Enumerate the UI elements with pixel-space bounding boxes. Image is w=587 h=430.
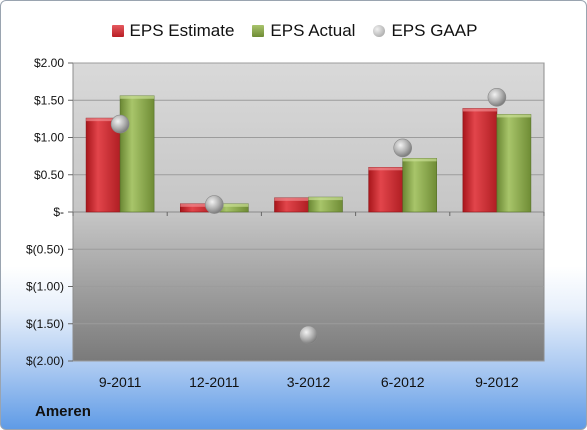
point-eps-gaap — [205, 195, 224, 214]
x-category-label: 9-2011 — [99, 374, 142, 390]
y-tick-label: $(2.00) — [26, 354, 64, 368]
y-tick-label: $1.50 — [34, 93, 64, 107]
bar-actual-top — [214, 203, 249, 207]
y-tick-label: $1.00 — [34, 131, 64, 145]
legend-item-actual: EPS Actual — [252, 21, 355, 41]
bar-actual-top — [308, 197, 343, 201]
bar-eps-actual — [402, 158, 438, 213]
bar-actual-top — [496, 114, 531, 118]
bar-estimate-top — [180, 203, 215, 207]
bar-actual-top — [402, 158, 437, 162]
legend-item-gaap: EPS GAAP — [373, 21, 477, 41]
x-category-label: 6-2012 — [381, 374, 425, 390]
y-tick-label: $(0.50) — [26, 242, 64, 256]
bar-eps-estimate — [368, 167, 404, 213]
legend-swatch-actual — [252, 25, 265, 37]
legend-item-estimate: EPS Estimate — [111, 21, 235, 41]
y-tick-label: $0.50 — [34, 168, 64, 182]
y-tick-label: $2.00 — [34, 56, 64, 70]
bar-actual-top — [120, 95, 155, 99]
x-category-label: 9-2012 — [475, 374, 519, 390]
point-eps-gaap — [110, 114, 130, 134]
bar-eps-actual — [119, 95, 155, 213]
x-category-label: 12-2011 — [189, 374, 240, 390]
y-tick-label: $(1.00) — [26, 280, 64, 294]
point-eps-gaap — [487, 87, 507, 107]
bar-eps-estimate — [462, 108, 498, 213]
legend-label-estimate: EPS Estimate — [129, 21, 235, 40]
bar-eps-actual — [496, 114, 532, 213]
company-name: Ameren — [35, 403, 91, 420]
y-tick-label: $- — [53, 205, 64, 219]
bar-estimate-top — [368, 167, 403, 171]
legend-swatch-estimate — [111, 25, 124, 37]
point-eps-gaap — [393, 138, 413, 158]
legend: EPS Estimate EPS Actual EPS GAAP — [1, 19, 586, 43]
legend-label-gaap: EPS GAAP — [391, 21, 478, 40]
point-eps-gaap — [299, 325, 318, 345]
legend-label-actual: EPS Actual — [270, 21, 356, 40]
bar-eps-estimate — [85, 117, 121, 213]
legend-swatch-gaap — [373, 25, 386, 37]
x-category-label: 3-2012 — [287, 374, 331, 390]
bar-estimate-top — [462, 108, 497, 112]
y-tick-label: $(1.50) — [26, 317, 64, 331]
bar-estimate-top — [86, 118, 121, 122]
bar-estimate-top — [274, 197, 309, 201]
